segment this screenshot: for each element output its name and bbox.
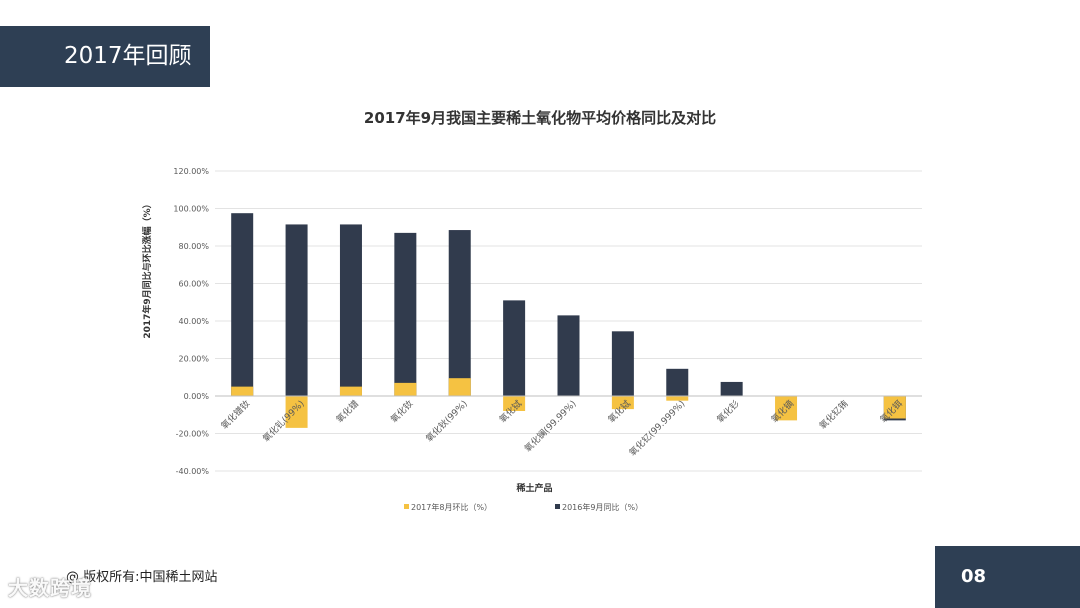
bar-yoy xyxy=(503,300,526,396)
x-category-label: 氧化钬(99%) xyxy=(423,398,470,445)
watermark-logo: 大数跨境 xyxy=(8,576,92,600)
y-tick-label: 120.00% xyxy=(173,167,209,176)
bar-mom xyxy=(883,396,906,419)
x-category-label: 氧化钇(99.999%) xyxy=(627,398,688,459)
bar-yoy xyxy=(720,381,743,396)
y-tick-label: 80.00% xyxy=(178,242,209,251)
y-tick-label: 60.00% xyxy=(178,280,209,289)
bar-yoy xyxy=(557,315,580,396)
bar-yoy xyxy=(666,368,689,396)
x-category-label: 氧化钇铕 xyxy=(817,398,851,432)
bar-mom xyxy=(231,386,254,396)
bar-mom xyxy=(448,378,471,396)
bar-yoy xyxy=(339,224,362,396)
y-tick-label: 100.00% xyxy=(173,205,209,214)
copyright-text: @ 版权所有:中国稀土网站 xyxy=(66,570,218,585)
bar-mom xyxy=(611,396,634,410)
x-category-label: 氧化钐 xyxy=(714,398,742,426)
legend-label-mom: 2017年8月环比（%） xyxy=(411,502,492,512)
y-tick-label: 40.00% xyxy=(178,317,209,326)
legend-swatch-mom xyxy=(404,504,409,509)
y-tick-label: -40.00% xyxy=(176,467,210,476)
bar-mom xyxy=(285,396,308,428)
legend-label-yoy: 2016年9月同比（%） xyxy=(562,502,643,512)
chart-title: 2017年9月我国主要稀土氧化物平均价格同比及对比 xyxy=(363,109,717,127)
y-tick-label: -20.00% xyxy=(176,430,210,439)
x-category-label: 氧化钕 xyxy=(388,398,416,426)
y-tick-label: 0.00% xyxy=(184,392,210,401)
x-axis-title: 稀土产品 xyxy=(516,482,552,494)
x-category-label: 氧化镨 xyxy=(333,398,361,426)
bar-mom xyxy=(666,396,689,401)
bar-yoy xyxy=(231,213,254,396)
y-tick-label: 20.00% xyxy=(178,355,209,364)
bar-mom xyxy=(394,382,417,396)
bar-mom xyxy=(775,396,798,421)
section-header: 2017年回顾 xyxy=(0,26,210,87)
bar-mom xyxy=(503,396,526,411)
bar-yoy xyxy=(448,230,471,396)
page-number: 08 xyxy=(961,566,987,587)
y-axis-title: 2017年9月同比与环比涨幅（%） xyxy=(141,199,153,338)
bar-mom xyxy=(339,386,362,396)
x-category-label: 氧化镨钕 xyxy=(218,398,252,432)
legend-swatch-yoy xyxy=(555,504,560,509)
x-category-label: 氧化镧(99.99%) xyxy=(522,398,579,455)
page-number-box: 08 xyxy=(935,546,1080,608)
bar-yoy xyxy=(394,232,417,396)
bar-yoy xyxy=(611,331,634,396)
bar-yoy xyxy=(285,224,308,396)
section-title: 2017年回顾 xyxy=(64,43,192,69)
